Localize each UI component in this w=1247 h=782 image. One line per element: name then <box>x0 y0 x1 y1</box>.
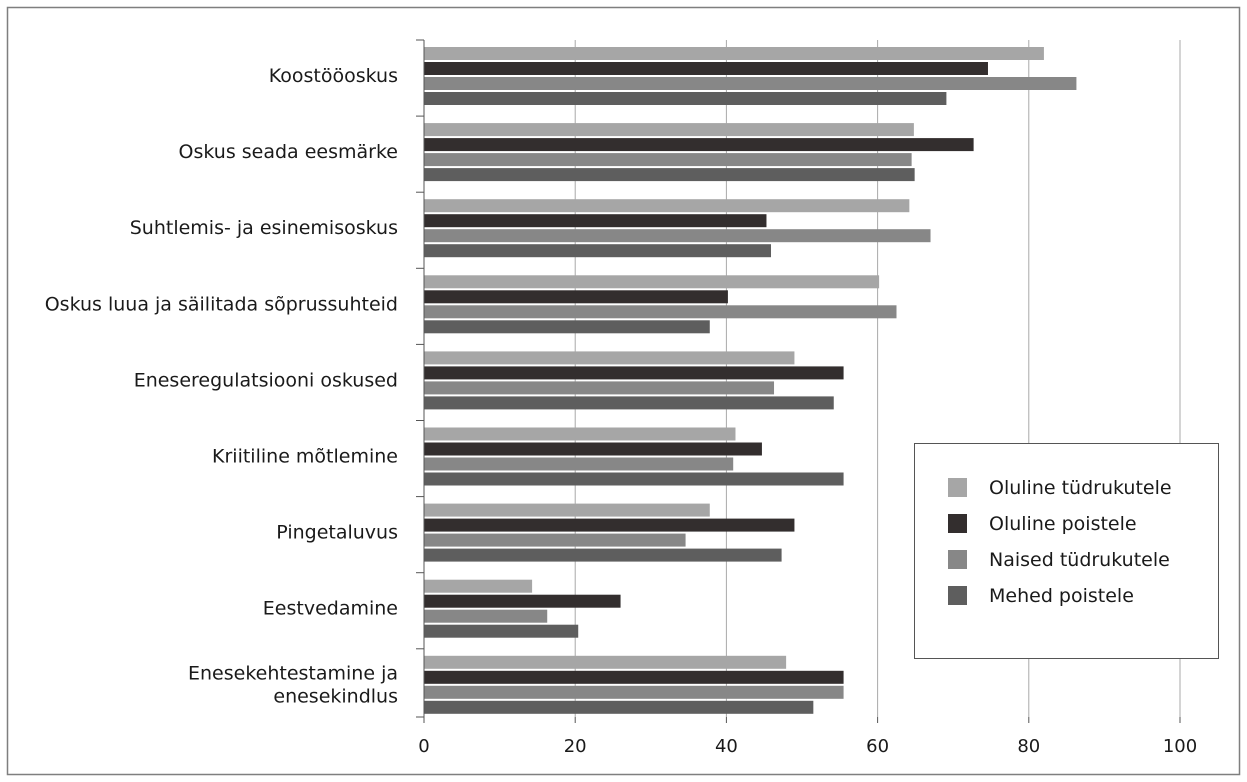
bar <box>424 533 686 547</box>
bar <box>424 472 844 486</box>
bar <box>424 153 912 167</box>
category-label: Oskus seada eesmärke <box>179 141 398 163</box>
category-label: Oskus luua ja säilitada sõprussuhteid <box>45 293 398 315</box>
bar <box>424 624 579 638</box>
bar <box>424 442 762 456</box>
bar <box>424 609 548 623</box>
bar <box>424 503 710 517</box>
bar <box>424 244 772 258</box>
x-tick-label: 40 <box>715 736 738 757</box>
category-label: enesekindlus <box>273 685 398 707</box>
bar <box>424 396 834 410</box>
bar <box>424 62 988 75</box>
category-label: Kriitiline mõtlemine <box>212 446 398 468</box>
bar <box>424 579 533 593</box>
bar <box>424 670 844 684</box>
bar <box>424 47 1044 60</box>
bar <box>424 548 782 562</box>
x-tick-label: 80 <box>1017 736 1040 757</box>
bar <box>424 700 814 714</box>
bar <box>424 320 710 334</box>
bar <box>424 168 915 182</box>
bar <box>424 518 795 532</box>
bars <box>424 47 1077 714</box>
bar <box>424 351 795 365</box>
category-label: Eneseregulatsiooni oskused <box>134 369 398 391</box>
category-label: Pingetaluvus <box>276 522 398 544</box>
bar <box>424 77 1077 90</box>
x-tick-label: 100 <box>1163 736 1197 757</box>
bar <box>424 123 914 137</box>
bar <box>424 214 767 228</box>
category-label: Koostööoskus <box>269 65 398 87</box>
legend-swatch <box>948 478 967 497</box>
bar <box>424 290 728 304</box>
bar <box>424 381 775 395</box>
legend-label: Mehed poistele <box>989 585 1134 607</box>
bar <box>424 92 947 105</box>
category-label: Suhtlemis- ja esinemisoskus <box>130 217 398 239</box>
bar <box>424 305 897 319</box>
bar <box>424 427 736 441</box>
bar <box>424 655 787 669</box>
legend-swatch <box>948 514 967 533</box>
legend-swatch <box>948 550 967 569</box>
bar <box>424 229 931 243</box>
bar <box>424 685 844 699</box>
bar <box>424 138 974 152</box>
bar <box>424 275 880 289</box>
bar <box>424 199 910 213</box>
bar <box>424 594 621 608</box>
bar <box>424 457 734 471</box>
bar <box>424 366 844 380</box>
category-label: Eestvedamine <box>263 598 398 620</box>
legend-label: Oluline poistele <box>989 513 1137 535</box>
legend: Oluline tüdrukutele Oluline poistele Naise… <box>914 443 1219 659</box>
legend-label: Naised tüdrukutele <box>989 549 1170 571</box>
x-tick-label: 60 <box>866 736 889 757</box>
legend-label: Oluline tüdrukutele <box>989 477 1172 499</box>
legend-swatch <box>948 586 967 605</box>
x-tick-label: 0 <box>418 736 429 757</box>
x-tick-label: 20 <box>564 736 587 757</box>
category-label: Enesekehtestamine ja <box>188 662 398 684</box>
axes: 0 20 40 60 80 100 Koostööoskus Oskus seada eesm… <box>45 39 1197 757</box>
